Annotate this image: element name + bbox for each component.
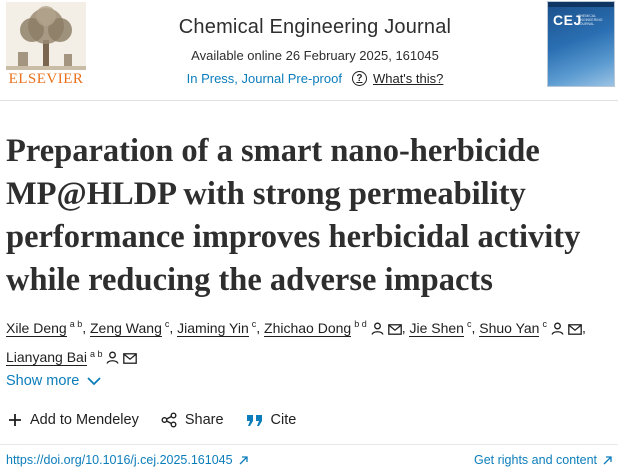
author-link[interactable]: Jie Shen c bbox=[409, 319, 472, 337]
author-link[interactable]: Zhichao Dong b d bbox=[264, 319, 402, 337]
envelope-icon bbox=[387, 318, 402, 342]
cover-abbrev: CEJ bbox=[553, 12, 582, 28]
share-button[interactable]: Share bbox=[161, 412, 224, 428]
author-separator: , bbox=[169, 319, 174, 336]
author-affiliation-marker: c bbox=[466, 319, 472, 329]
header-divider bbox=[0, 100, 618, 101]
whats-this-label: What's this? bbox=[372, 71, 444, 86]
author-affiliation-marker: a b bbox=[69, 319, 83, 329]
author-name: Zhichao Dong bbox=[264, 319, 352, 337]
cite-label: Cite bbox=[270, 412, 297, 428]
show-more-label: Show more bbox=[6, 373, 80, 389]
rights-text: Get rights and content bbox=[474, 453, 597, 467]
show-more-button[interactable]: Show more bbox=[6, 373, 101, 389]
author-affiliation-marker: a b bbox=[89, 348, 103, 359]
envelope-icon bbox=[568, 318, 582, 342]
author-link[interactable]: Zeng Wang c bbox=[90, 319, 170, 337]
author-name: Xile Deng bbox=[6, 319, 67, 337]
availability-date: Available online 26 February 2025, 16104… bbox=[191, 48, 439, 63]
envelope-icon bbox=[123, 347, 138, 371]
author-list: Xile Deng a b, Zeng Wang c, Jiaming Yin c, … bbox=[6, 312, 606, 371]
author-affiliation-marker: c bbox=[164, 319, 170, 329]
elsevier-tree-logo[interactable] bbox=[6, 2, 86, 90]
cover-subtitle: CHEMICAL ENGINEERING JOURNAL bbox=[578, 14, 603, 26]
author-name: Shuo Yan bbox=[479, 319, 540, 337]
author-affiliation-marker: c bbox=[251, 319, 257, 329]
share-icon bbox=[161, 412, 177, 428]
author-link[interactable]: Lianyang Bai a b bbox=[6, 348, 138, 367]
journal-cover-image[interactable]: CEJ CHEMICAL ENGINEERING JOURNAL bbox=[547, 1, 615, 87]
doi-text: https://doi.org/10.1016/j.cej.2025.16104… bbox=[6, 453, 233, 467]
person-icon bbox=[551, 318, 564, 342]
plus-icon bbox=[9, 414, 21, 426]
author-name: Lianyang Bai bbox=[6, 349, 87, 367]
author-link[interactable]: Shuo Yan c bbox=[479, 319, 582, 337]
author-link[interactable]: Jiaming Yin c bbox=[177, 319, 257, 337]
author-separator: , bbox=[471, 319, 476, 336]
author-name: Jie Shen bbox=[409, 319, 464, 337]
author-name: Zeng Wang bbox=[90, 319, 162, 337]
author-affiliation-marker: c bbox=[542, 319, 547, 329]
article-header: ELSEVIER Chemical Engineering Journal Av… bbox=[0, 0, 618, 100]
question-circle-icon: ? bbox=[351, 71, 367, 86]
author-separator: , bbox=[256, 319, 261, 336]
add-to-mendeley-button[interactable]: Add to Mendeley bbox=[8, 412, 139, 428]
author-separator: , bbox=[401, 319, 406, 336]
author-separator: , bbox=[82, 319, 87, 336]
cite-button[interactable]: Cite bbox=[246, 412, 297, 428]
share-label: Share bbox=[184, 412, 224, 428]
journal-info: Chemical Engineering Journal Available o… bbox=[110, 16, 520, 86]
doi-link[interactable]: https://doi.org/10.1016/j.cej.2025.16104… bbox=[6, 453, 248, 467]
author-name: Jiaming Yin bbox=[177, 319, 249, 337]
rights-link[interactable]: Get rights and content bbox=[474, 453, 612, 467]
quote-icon bbox=[246, 414, 262, 426]
footer-divider bbox=[0, 444, 618, 445]
mendeley-label: Add to Mendeley bbox=[30, 412, 139, 428]
author-affiliation-marker: b d bbox=[354, 319, 367, 329]
external-link-arrow-icon bbox=[239, 455, 248, 464]
author-link[interactable]: Xile Deng a b bbox=[6, 319, 83, 337]
person-icon bbox=[371, 318, 384, 342]
article-actions: Add to Mendeley Share Cite bbox=[8, 412, 318, 428]
article-title: Preparation of a smart nano-herbicide MP… bbox=[6, 133, 581, 298]
author-separator: , bbox=[581, 319, 586, 336]
status-row: In Press, Journal Pre-proof ? What's thi… bbox=[110, 71, 520, 86]
publisher-wordmark: ELSEVIER bbox=[8, 71, 84, 87]
journal-title-link[interactable]: Chemical Engineering Journal bbox=[178, 16, 452, 38]
in-press-link[interactable]: In Press, Journal Pre-proof bbox=[186, 71, 342, 86]
whats-this-button[interactable]: ? What's this? bbox=[351, 71, 444, 86]
cover-top-band bbox=[548, 2, 614, 7]
external-link-arrow-icon bbox=[603, 455, 612, 464]
chevron-down-icon bbox=[87, 376, 101, 385]
person-icon bbox=[106, 347, 119, 371]
